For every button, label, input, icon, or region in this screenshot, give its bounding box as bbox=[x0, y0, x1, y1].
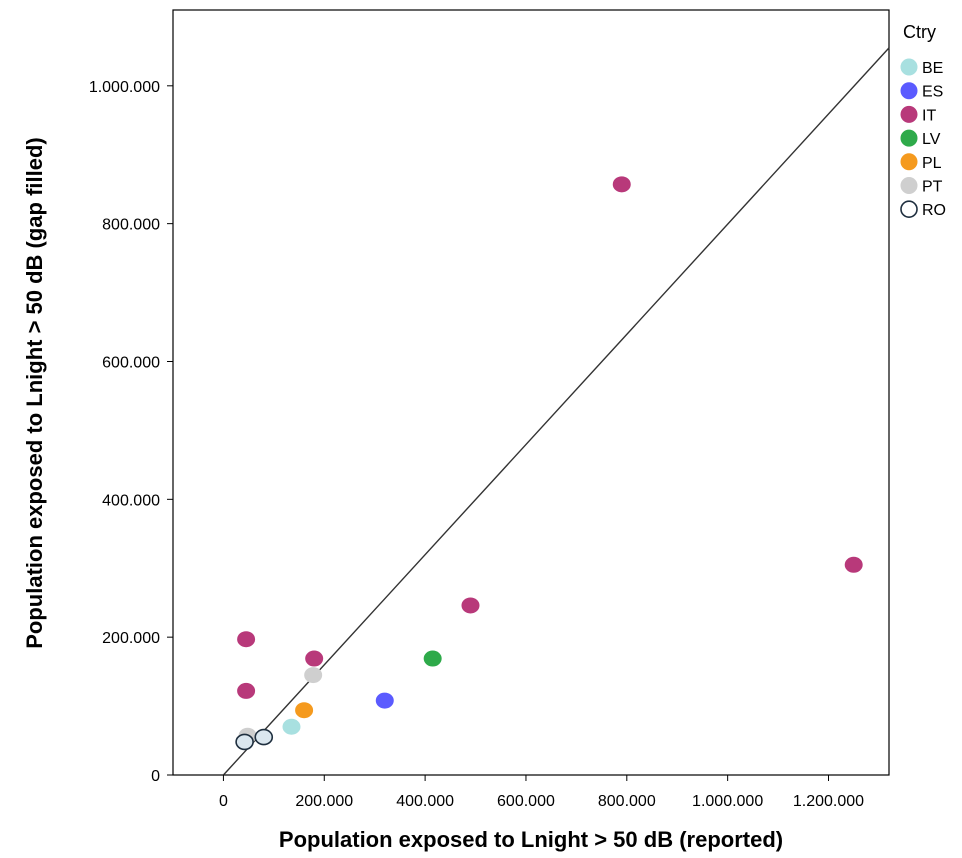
data-point-pt bbox=[304, 667, 323, 684]
y-tick-label: 600.000 bbox=[102, 354, 160, 371]
x-tick-label: 800.000 bbox=[598, 793, 656, 810]
y-tick-label: 0 bbox=[151, 768, 160, 785]
data-point-it bbox=[237, 631, 256, 648]
legend-label-lv: LV bbox=[922, 131, 941, 148]
y-tick-label: 800.000 bbox=[102, 217, 160, 234]
x-tick-label: 1.000.000 bbox=[692, 793, 763, 810]
data-point-it bbox=[612, 176, 631, 193]
legend-label-pl: PL bbox=[922, 155, 942, 172]
legend-marker-es bbox=[900, 82, 918, 100]
y-axis-title: Population exposed to Lnight > 50 dB (ga… bbox=[22, 137, 47, 649]
x-tick-label: 600.000 bbox=[497, 793, 555, 810]
data-point-es bbox=[375, 692, 394, 709]
legend-label-pt: PT bbox=[922, 179, 943, 196]
y-tick-label: 200.000 bbox=[102, 630, 160, 647]
y-axis-ticks: 0 200.000 400.000 600.000 800.000 1.000.000 bbox=[89, 79, 173, 785]
legend-marker-ro bbox=[900, 200, 918, 218]
legend-label-es: ES bbox=[922, 84, 943, 101]
legend-marker-be bbox=[900, 58, 918, 76]
legend-marker-lv bbox=[900, 129, 918, 147]
reference-line bbox=[222, 47, 890, 776]
legend-marker-pl bbox=[900, 153, 918, 171]
data-point-lv bbox=[423, 650, 442, 667]
legend-label-ro: RO bbox=[922, 202, 946, 219]
data-point-be bbox=[282, 718, 301, 735]
data-point-ro bbox=[254, 728, 274, 746]
x-axis-title: Population exposed to Lnight > 50 dB (re… bbox=[279, 827, 783, 852]
legend-label-it: IT bbox=[922, 107, 936, 124]
x-tick-label: 200.000 bbox=[295, 793, 353, 810]
legend-marker-it bbox=[900, 105, 918, 123]
data-point-it bbox=[237, 682, 256, 699]
x-tick-label: 1.200.000 bbox=[793, 793, 864, 810]
data-point-it bbox=[305, 650, 324, 667]
data-point-pl bbox=[295, 702, 314, 719]
legend-label-be: BE bbox=[922, 60, 943, 77]
x-axis-ticks: 0 200.000 400.000 600.000 800.000 1.000.000 1.… bbox=[219, 775, 864, 810]
y-tick-label: 400.000 bbox=[102, 492, 160, 509]
x-tick-label: 400.000 bbox=[396, 793, 454, 810]
plot-area bbox=[172, 9, 890, 776]
data-point-it bbox=[461, 597, 480, 614]
y-tick-label: 1.000.000 bbox=[89, 79, 160, 96]
legend: Ctry BE ES IT LV PL PT RO bbox=[900, 22, 946, 219]
data-point-ro bbox=[235, 733, 254, 751]
data-points bbox=[235, 176, 863, 751]
legend-title: Ctry bbox=[903, 22, 936, 42]
x-tick-label: 0 bbox=[219, 793, 228, 810]
legend-marker-pt bbox=[900, 177, 918, 194]
data-point-it bbox=[844, 556, 863, 573]
